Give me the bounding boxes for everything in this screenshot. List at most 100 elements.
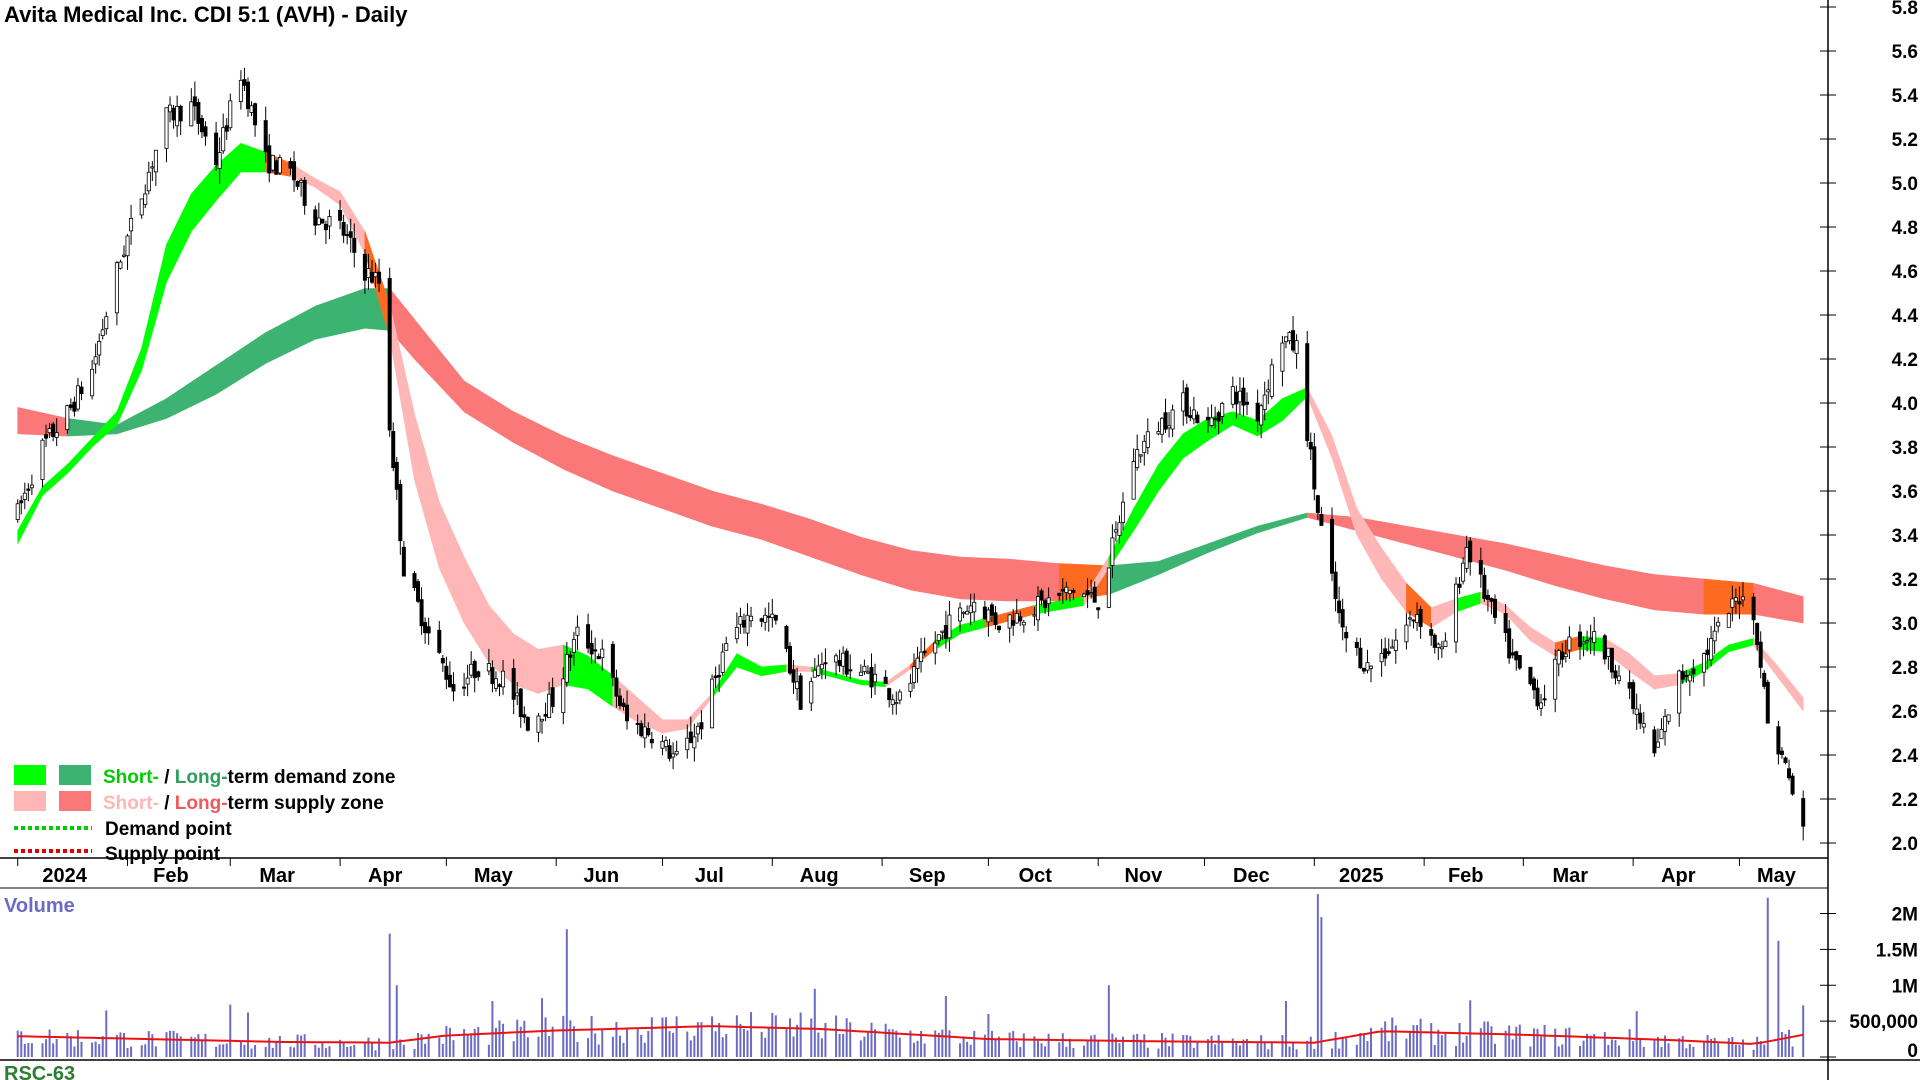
- candle-body: [1209, 417, 1214, 426]
- candle-body: [54, 432, 59, 438]
- candle-body: [65, 405, 70, 431]
- candle-body: [1737, 601, 1742, 605]
- legend-supply-sep: /: [159, 793, 175, 814]
- candle-body: [1361, 667, 1366, 672]
- candle-body: [1315, 495, 1320, 513]
- candle-body: [1578, 631, 1583, 648]
- candle-body: [1206, 416, 1211, 421]
- candle-body: [596, 656, 601, 660]
- candle-body: [1283, 336, 1288, 343]
- long-term-zone-segment: [910, 550, 961, 600]
- candle-body: [440, 658, 445, 664]
- candle-body: [1627, 682, 1632, 689]
- candle-body: [387, 277, 392, 431]
- candle-body: [1762, 672, 1767, 687]
- candle-body: [540, 718, 545, 722]
- candle-body: [1407, 617, 1412, 620]
- candle-body: [912, 666, 917, 683]
- candle-body: [1489, 598, 1494, 602]
- candle-body: [274, 160, 279, 175]
- candle-body: [366, 268, 371, 278]
- candle-body: [692, 736, 697, 749]
- candle-body: [993, 612, 998, 626]
- candle-body: [150, 166, 155, 169]
- candle-body: [699, 722, 704, 730]
- candle-body: [1007, 614, 1012, 629]
- candle-body: [1280, 342, 1285, 372]
- candle-body: [277, 157, 282, 174]
- candle-body: [245, 81, 250, 109]
- candle-body: [1195, 414, 1200, 424]
- x-tick-label: Feb: [1448, 865, 1484, 887]
- candle-body: [1684, 674, 1689, 678]
- candle-body: [423, 622, 428, 634]
- volume-y-ticks: 2M 1.5M 1M 500,000 0: [1820, 905, 1918, 1062]
- x-tick-label: Feb: [153, 865, 189, 887]
- candle-body: [1641, 723, 1646, 728]
- candle-body: [1344, 631, 1349, 639]
- candle-body: [720, 651, 725, 673]
- candle-body: [1687, 674, 1692, 682]
- candle-body: [1188, 415, 1193, 418]
- legend-supply-rest: term supply zone: [228, 793, 384, 814]
- price-y-ticks: 2.0 2.2 2.4 2.6 2.8 3.0 3.2 3.4 3.6 3.8 4.0 4.2 4.4 4…: [1820, 0, 1918, 855]
- candle-body: [129, 218, 134, 232]
- legend-long-demand-swatch: [59, 765, 91, 785]
- candle-body: [1432, 634, 1437, 648]
- candle-body: [490, 667, 495, 685]
- candle-body: [1039, 590, 1044, 601]
- candle-body: [642, 726, 647, 739]
- candle-body: [674, 750, 679, 755]
- long-term-zone-segment: [1654, 574, 1705, 615]
- candle-body: [104, 316, 109, 330]
- candle-body: [1369, 665, 1374, 669]
- price-tick-label: 5.6: [1892, 42, 1918, 63]
- price-panel: [0, 0, 1828, 858]
- candle-body: [394, 461, 399, 490]
- candle-body: [1436, 643, 1441, 648]
- candle-body: [426, 626, 431, 634]
- candle-body: [586, 624, 591, 649]
- candle-body: [834, 655, 839, 663]
- price-tick-label: 2.8: [1892, 658, 1918, 679]
- candle-body: [22, 492, 27, 500]
- candle-body: [1581, 641, 1586, 645]
- price-tick-label: 4.0: [1892, 394, 1918, 415]
- candle-body: [1021, 621, 1026, 626]
- candle-body: [1691, 668, 1696, 675]
- candle-body: [1106, 567, 1111, 608]
- candle-body: [812, 669, 817, 678]
- candle-body: [1167, 425, 1172, 429]
- candle-body: [621, 702, 626, 707]
- candle-body: [1035, 596, 1040, 621]
- candle-body: [1461, 562, 1466, 582]
- candle-body: [164, 107, 169, 149]
- candle-body: [217, 152, 222, 170]
- candle-body: [44, 434, 49, 439]
- candle-body: [1085, 590, 1090, 596]
- candle-body: [997, 625, 1002, 631]
- candle-body: [447, 674, 452, 688]
- candle-body: [1333, 571, 1338, 600]
- candle-body: [1390, 646, 1395, 649]
- candle-body: [1585, 640, 1590, 643]
- candle-body: [1514, 651, 1519, 661]
- price-tick-label: 5.2: [1892, 130, 1918, 151]
- candle-body: [1159, 417, 1164, 435]
- candle-body: [1783, 757, 1788, 763]
- candle-body: [1404, 624, 1409, 643]
- candle-body: [419, 599, 424, 627]
- candle-body: [1393, 639, 1398, 651]
- candle-body: [660, 740, 665, 749]
- candle-body: [788, 645, 793, 674]
- candle-body: [837, 659, 842, 667]
- candle-body: [550, 687, 555, 707]
- candle-body: [1542, 698, 1547, 701]
- candle-body: [1330, 518, 1335, 574]
- candle-body: [1234, 391, 1239, 405]
- chart-title: Avita Medical Inc. CDI 5:1 (AVH) - Daily: [4, 2, 408, 27]
- candle-body: [1702, 653, 1707, 673]
- candle-body: [146, 171, 151, 192]
- price-tick-label: 2.2: [1892, 790, 1918, 811]
